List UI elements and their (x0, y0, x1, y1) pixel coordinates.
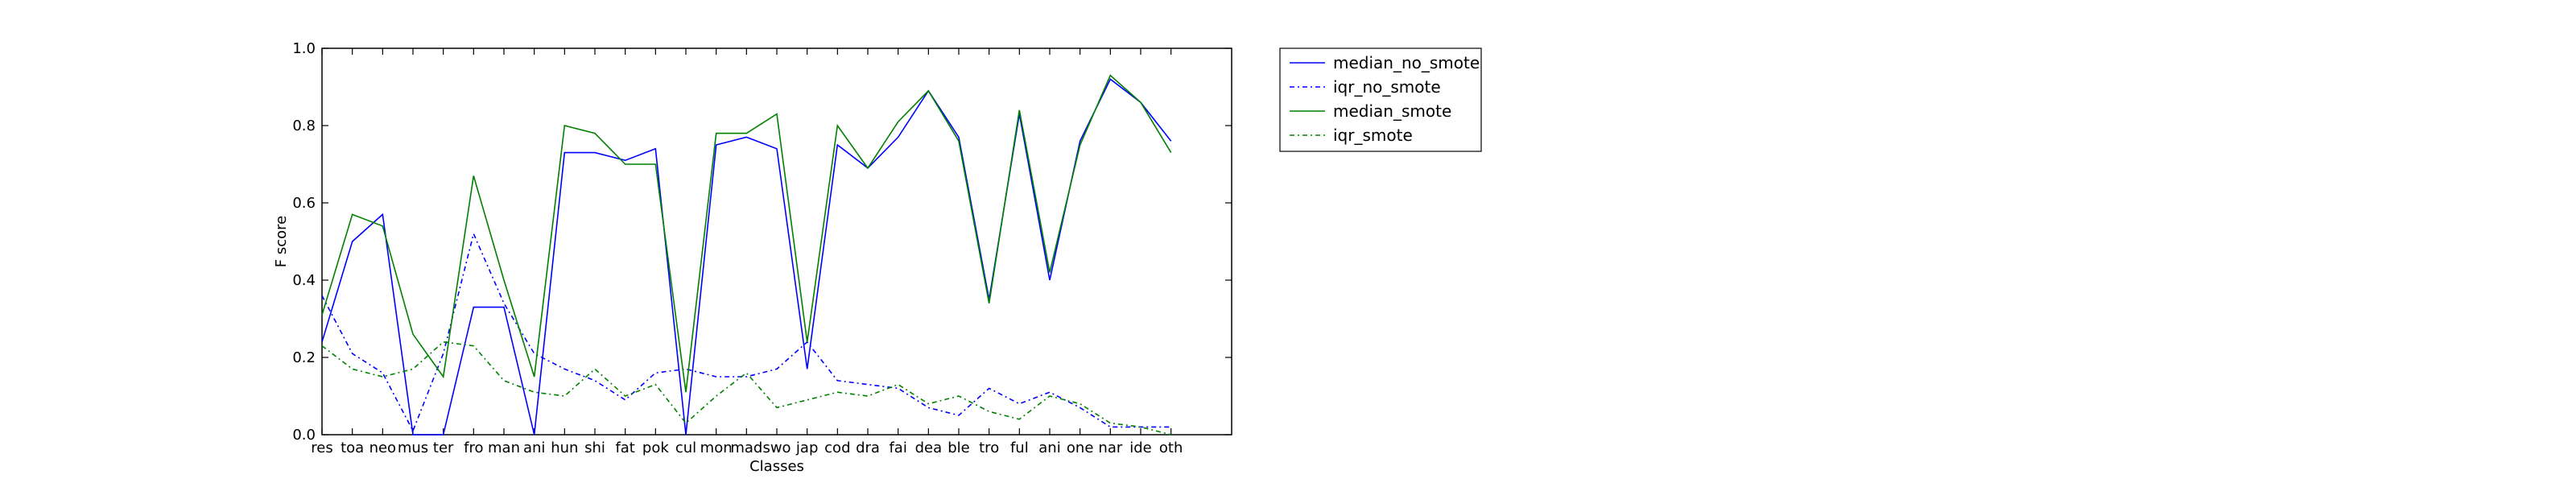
legend-label: iqr_smote (1333, 126, 1413, 145)
x-tick-label: mon (700, 440, 733, 456)
x-tick-label: neo (369, 440, 397, 456)
x-tick-label: shi (584, 440, 605, 456)
legend: median_no_smote iqr_no_smote median_smotei… (1279, 47, 1482, 152)
x-tick-label: jap (795, 440, 818, 456)
y-tick-label: 1.0 (292, 40, 316, 57)
x-tick-label: cul (675, 440, 696, 456)
x-tick-label: mus (398, 440, 428, 456)
x-tick-label: ble (947, 440, 970, 456)
y-tick-label: 0.6 (292, 195, 316, 212)
x-tick-label: res (311, 440, 332, 456)
series-line-iqr-smote (321, 341, 1171, 436)
x-tick-label: swo (762, 440, 791, 456)
y-axis-label: F score (273, 216, 290, 267)
x-tick-label: man (488, 440, 520, 456)
plot-frame (321, 47, 1232, 436)
series-line-median-smote (321, 74, 1172, 393)
y-tick-label: 0.0 (292, 427, 316, 444)
legend-label: median_no_smote (1333, 53, 1480, 72)
y-tick-label: 0.2 (292, 349, 316, 366)
x-tick-label: ani (523, 440, 545, 456)
legend-frame (1279, 47, 1482, 152)
x-tick-label: dra (856, 440, 880, 456)
y-tick-label: 0.4 (292, 272, 316, 289)
x-tick-label: oth (1159, 440, 1183, 456)
x-tick-label: mad (730, 440, 762, 456)
x-tick-label: cod (824, 440, 850, 456)
series-line-iqr-no-smote (321, 231, 1171, 433)
x-tick-label: tro (979, 440, 999, 456)
x-axis-label: Classes (749, 458, 804, 475)
x-tick-label: dea (915, 440, 943, 456)
x-tick-label: ide (1129, 440, 1152, 456)
x-tick-label: ter (433, 440, 454, 456)
x-tick-label: ful (1010, 440, 1029, 456)
y-tick-label: 0.8 (292, 118, 316, 134)
x-tick-label: one (1067, 440, 1094, 456)
x-tick-label: fro (464, 440, 483, 456)
x-tick-label: toa (341, 440, 364, 456)
series-line-median-no-smote (321, 78, 1172, 436)
x-tick-label: hun (551, 440, 578, 456)
x-tick-label: ani (1038, 440, 1060, 456)
x-tick-label: nar (1098, 440, 1122, 456)
legend-label: median_smote (1333, 101, 1451, 121)
x-tick-label: fai (889, 440, 906, 456)
x-tick-label: fat (615, 440, 634, 456)
legend-label: iqr_no_smote (1333, 77, 1441, 97)
x-tick-label: pok (642, 440, 669, 456)
